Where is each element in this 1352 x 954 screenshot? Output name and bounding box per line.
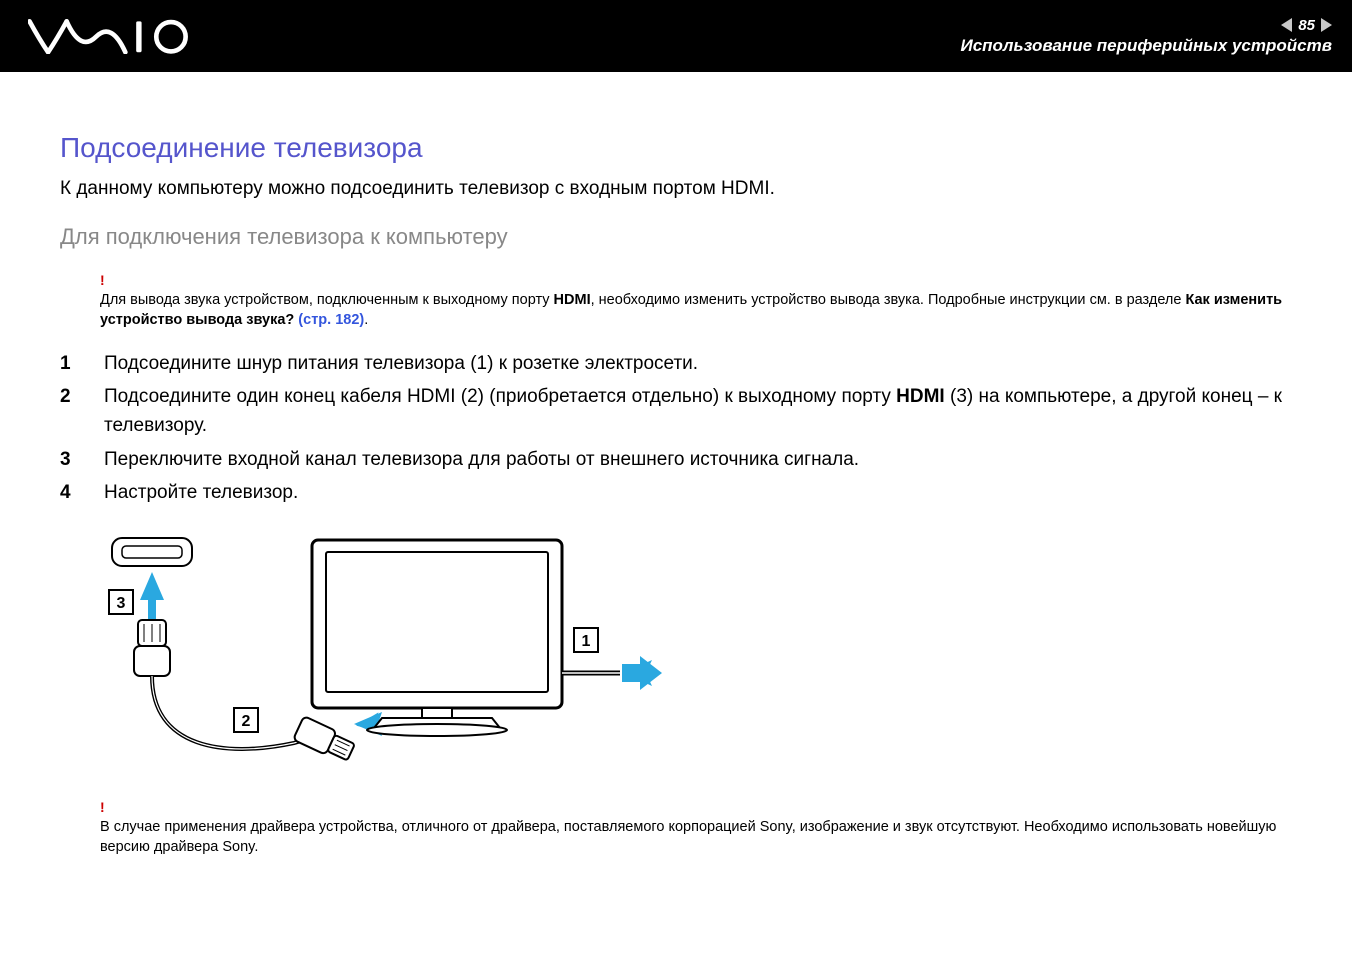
note-text: В случае применения драйвера устройства,… xyxy=(100,817,1292,858)
arrow-up-icon xyxy=(140,572,164,620)
hdmi-port-icon xyxy=(112,538,192,566)
page-number: 85 xyxy=(1298,17,1315,34)
label-1: 1 xyxy=(582,633,591,650)
prev-page-arrow-icon[interactable] xyxy=(1281,18,1292,32)
hdmi-cable xyxy=(152,676,312,749)
warning-mark-icon: ! xyxy=(100,272,1292,288)
page-header: 85 Использование периферийных устройств xyxy=(0,0,1352,72)
warn-bold-hdmi: HDMI xyxy=(554,292,591,308)
label-3: 3 xyxy=(117,595,126,612)
label-3-box: 3 xyxy=(109,590,133,614)
step-text: Подсоедините шнур питания телевизора (1)… xyxy=(104,353,698,374)
step-text: Настройте телевизор. xyxy=(104,482,298,503)
warn-post: . xyxy=(364,312,368,328)
tv-icon xyxy=(312,540,562,736)
warn-link[interactable]: (стр. 182) xyxy=(298,312,364,328)
page-title: Подсоединение телевизора xyxy=(60,132,1292,164)
step-2: Подсоедините один конец кабеля HDMI (2) … xyxy=(60,382,1292,441)
page-content: Подсоединение телевизора К данному компь… xyxy=(0,72,1352,857)
page-navigation: 85 xyxy=(960,17,1332,34)
arrow-right-icon xyxy=(622,656,662,690)
step-4: Настройте телевизор. xyxy=(60,478,1292,507)
warn-mid: , необходимо изменить устройство вывода … xyxy=(591,292,1186,308)
subtitle: Для подключения телевизора к компьютеру xyxy=(60,224,1292,250)
next-page-arrow-icon[interactable] xyxy=(1321,18,1332,32)
step-text: Переключите входной канал телевизора для… xyxy=(104,449,859,470)
label-2-box: 2 xyxy=(234,708,258,732)
step-3: Переключите входной канал телевизора для… xyxy=(60,445,1292,474)
warning-1: ! Для вывода звука устройством, подключе… xyxy=(100,272,1292,331)
label-1-box: 1 xyxy=(574,628,598,652)
note-mark-icon: ! xyxy=(100,799,1292,815)
steps-list: Подсоедините шнур питания телевизора (1)… xyxy=(60,349,1292,508)
step-1: Подсоедините шнур питания телевизора (1)… xyxy=(60,349,1292,378)
section-title: Использование периферийных устройств xyxy=(960,36,1332,56)
intro-text: К данному компьютеру можно подсоединить … xyxy=(60,178,1292,200)
vaio-logo xyxy=(28,18,198,54)
hdmi-connector-icon xyxy=(134,620,170,676)
warning-text: Для вывода звука устройством, подключенн… xyxy=(100,290,1292,331)
header-right: 85 Использование периферийных устройств xyxy=(960,17,1332,56)
connection-diagram: 3 xyxy=(104,528,1292,783)
step-bold: HDMI xyxy=(896,386,945,407)
warn-pre: Для вывода звука устройством, подключенн… xyxy=(100,292,554,308)
step-text-a: Подсоедините один конец кабеля HDMI (2) … xyxy=(104,386,896,407)
note-block: ! В случае применения драйвера устройств… xyxy=(100,799,1292,858)
label-2: 2 xyxy=(242,713,251,730)
hdmi-connector-2-icon xyxy=(293,716,357,764)
